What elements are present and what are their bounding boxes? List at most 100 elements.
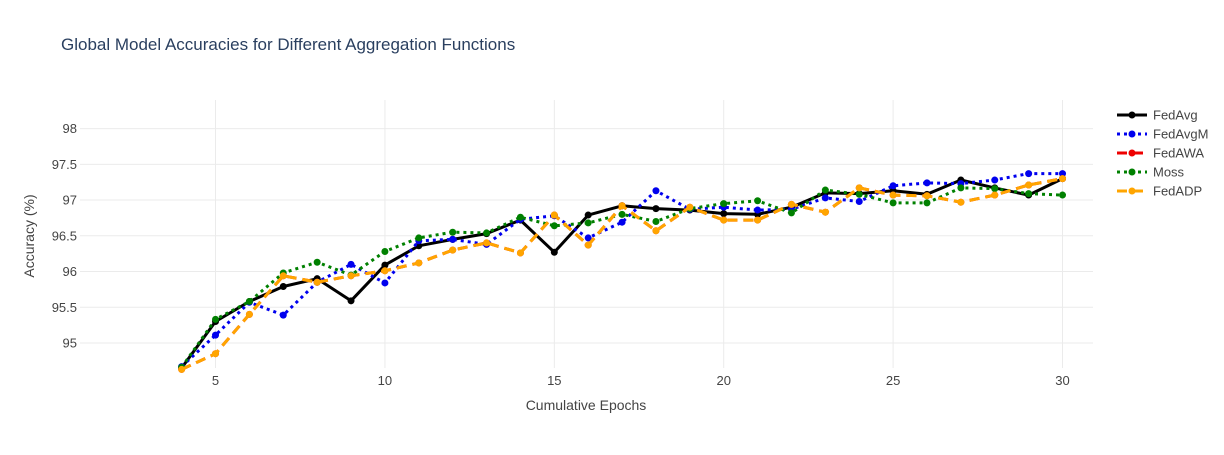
data-point[interactable]: [991, 191, 999, 199]
data-point[interactable]: [449, 235, 457, 243]
data-point[interactable]: [584, 211, 592, 219]
y-axis-label: Accuracy (%): [21, 194, 37, 277]
data-point[interactable]: [889, 191, 897, 199]
data-point[interactable]: [991, 176, 999, 184]
y-tick-label: 98: [63, 121, 77, 136]
legend-item-moss[interactable]: Moss: [1117, 165, 1185, 180]
legend-marker: [1128, 187, 1136, 195]
data-point[interactable]: [754, 206, 762, 214]
data-point[interactable]: [618, 202, 626, 210]
data-point[interactable]: [550, 222, 558, 230]
data-point[interactable]: [212, 331, 220, 339]
x-tick-label: 15: [547, 373, 561, 388]
data-point[interactable]: [550, 211, 558, 219]
data-point[interactable]: [821, 194, 829, 202]
data-point[interactable]: [754, 216, 762, 224]
data-point[interactable]: [584, 219, 592, 227]
data-point[interactable]: [652, 227, 660, 235]
data-point[interactable]: [347, 272, 355, 280]
legend-item-fedavgm[interactable]: FedAvgM: [1117, 127, 1208, 142]
series-area: [178, 170, 1067, 373]
data-point[interactable]: [618, 210, 626, 218]
data-point[interactable]: [686, 203, 694, 211]
data-point[interactable]: [652, 205, 660, 213]
data-point[interactable]: [347, 260, 355, 268]
data-point[interactable]: [957, 184, 965, 192]
data-point[interactable]: [720, 210, 728, 218]
data-point[interactable]: [516, 249, 524, 257]
data-point[interactable]: [381, 267, 389, 275]
data-point[interactable]: [1025, 170, 1033, 178]
data-point[interactable]: [1059, 170, 1067, 178]
data-point[interactable]: [923, 199, 931, 207]
y-tick-label: 96: [63, 264, 77, 279]
data-point[interactable]: [1059, 191, 1067, 199]
legend-marker: [1128, 168, 1136, 176]
data-point[interactable]: [415, 242, 423, 250]
data-point[interactable]: [957, 198, 965, 206]
data-point[interactable]: [584, 234, 592, 242]
data-point[interactable]: [855, 190, 863, 198]
data-point[interactable]: [212, 350, 220, 358]
data-point[interactable]: [550, 248, 558, 256]
data-point[interactable]: [787, 200, 795, 208]
data-point[interactable]: [313, 258, 321, 266]
y-tick-label: 95: [63, 335, 77, 350]
data-point[interactable]: [415, 234, 423, 242]
legend-item-fedavg[interactable]: FedAvg: [1117, 108, 1198, 123]
data-point[interactable]: [483, 229, 491, 237]
data-point[interactable]: [618, 218, 626, 226]
data-point[interactable]: [381, 279, 389, 287]
data-point[interactable]: [720, 200, 728, 208]
legend[interactable]: FedAvg FedAvgM FedAWA Moss FedADP: [1117, 108, 1208, 199]
data-point[interactable]: [720, 216, 728, 224]
data-point[interactable]: [652, 187, 660, 195]
legend-item-fedawa[interactable]: FedAWA: [1117, 146, 1204, 161]
data-point[interactable]: [652, 217, 660, 225]
x-tick-label: 25: [886, 373, 900, 388]
data-point[interactable]: [279, 272, 287, 280]
data-point[interactable]: [381, 248, 389, 256]
data-point[interactable]: [279, 283, 287, 291]
data-point[interactable]: [1025, 181, 1033, 189]
data-point[interactable]: [923, 179, 931, 187]
data-point[interactable]: [1059, 175, 1067, 183]
y-tick-label: 95.5: [52, 300, 77, 315]
data-point[interactable]: [483, 239, 491, 247]
data-point[interactable]: [855, 184, 863, 192]
x-tick-label: 10: [378, 373, 392, 388]
data-point[interactable]: [279, 311, 287, 319]
data-point[interactable]: [584, 241, 592, 249]
y-tick-label: 97.5: [52, 157, 77, 172]
y-tick-label: 96.5: [52, 228, 77, 243]
data-point[interactable]: [245, 310, 253, 318]
data-point[interactable]: [889, 182, 897, 190]
data-point[interactable]: [245, 298, 253, 306]
data-point[interactable]: [889, 199, 897, 207]
data-point[interactable]: [923, 192, 931, 200]
legend-label: FedAWA: [1153, 146, 1204, 161]
data-point[interactable]: [787, 209, 795, 217]
data-point[interactable]: [821, 186, 829, 194]
legend-marker: [1128, 130, 1136, 138]
legend-marker: [1128, 149, 1136, 157]
data-point[interactable]: [991, 185, 999, 193]
data-point[interactable]: [178, 365, 186, 373]
data-point[interactable]: [449, 228, 457, 236]
data-point[interactable]: [347, 297, 355, 305]
data-point[interactable]: [516, 213, 524, 221]
data-point[interactable]: [821, 208, 829, 216]
grid: [80, 100, 1093, 368]
data-point[interactable]: [313, 278, 321, 286]
data-point[interactable]: [855, 197, 863, 205]
data-point[interactable]: [754, 197, 762, 205]
data-point[interactable]: [381, 261, 389, 269]
legend-item-fedadp[interactable]: FedADP: [1117, 184, 1202, 199]
data-point[interactable]: [415, 259, 423, 267]
data-point[interactable]: [212, 315, 220, 323]
data-point[interactable]: [449, 246, 457, 254]
data-point[interactable]: [1025, 190, 1033, 198]
chart-title: Global Model Accuracies for Different Ag…: [61, 35, 515, 54]
